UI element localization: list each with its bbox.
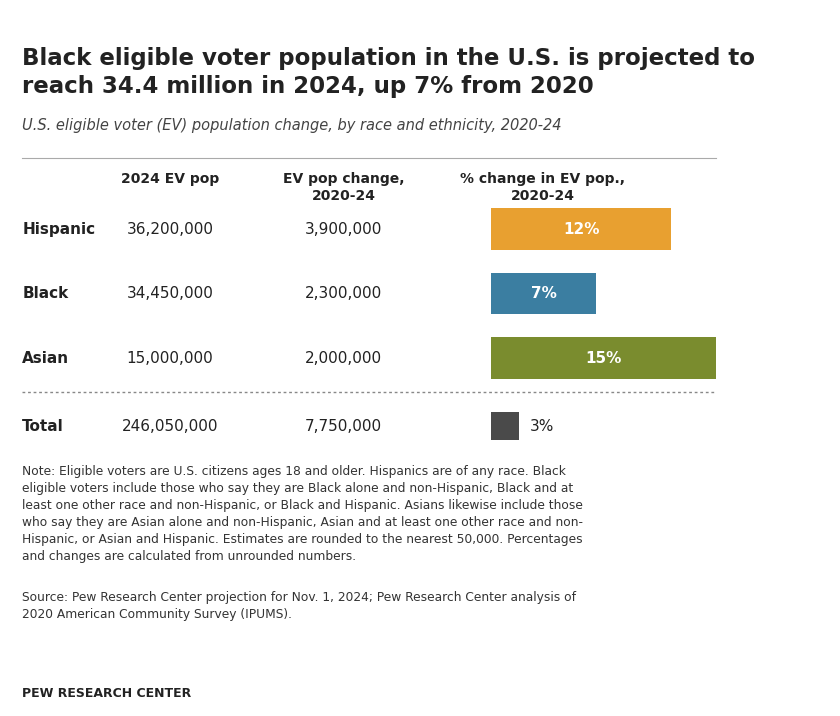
Text: PEW RESEARCH CENTER: PEW RESEARCH CENTER (22, 687, 192, 700)
Text: Note: Eligible voters are U.S. citizens ages 18 and older. Hispanics are of any : Note: Eligible voters are U.S. citizens … (22, 465, 583, 563)
Text: Hispanic: Hispanic (22, 222, 95, 236)
Text: 12%: 12% (563, 222, 600, 236)
Text: 246,050,000: 246,050,000 (122, 419, 218, 433)
FancyBboxPatch shape (491, 412, 519, 440)
Text: % change in EV pop.,
2020-24: % change in EV pop., 2020-24 (460, 172, 625, 203)
Text: Asian: Asian (22, 351, 69, 365)
Text: Source: Pew Research Center projection for Nov. 1, 2024; Pew Research Center ana: Source: Pew Research Center projection f… (22, 591, 576, 621)
Text: 34,450,000: 34,450,000 (126, 286, 213, 301)
Text: Black eligible voter population in the U.S. is projected to
reach 34.4 million i: Black eligible voter population in the U… (22, 47, 755, 98)
Text: 2024 EV pop: 2024 EV pop (121, 172, 219, 186)
FancyBboxPatch shape (491, 273, 596, 314)
FancyBboxPatch shape (491, 208, 671, 250)
Text: U.S. eligible voter (EV) population change, by race and ethnicity, 2020-24: U.S. eligible voter (EV) population chan… (22, 118, 562, 133)
Text: 7%: 7% (531, 286, 557, 301)
Text: 7,750,000: 7,750,000 (305, 419, 382, 433)
Text: 3%: 3% (530, 419, 554, 433)
Text: Black: Black (22, 286, 68, 301)
Text: 3,900,000: 3,900,000 (305, 222, 382, 236)
Text: 36,200,000: 36,200,000 (126, 222, 213, 236)
FancyBboxPatch shape (491, 337, 717, 379)
Text: 15,000,000: 15,000,000 (127, 351, 213, 365)
Text: Total: Total (22, 419, 64, 433)
Text: EV pop change,
2020-24: EV pop change, 2020-24 (282, 172, 404, 203)
Text: 2,300,000: 2,300,000 (305, 286, 382, 301)
Text: 2,000,000: 2,000,000 (305, 351, 382, 365)
Text: 15%: 15% (585, 351, 622, 365)
